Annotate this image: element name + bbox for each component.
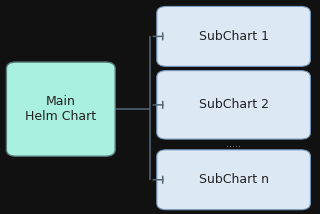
Text: .....: .....: [226, 140, 241, 149]
Text: SubChart 2: SubChart 2: [199, 98, 268, 111]
Text: Main
Helm Chart: Main Helm Chart: [25, 95, 96, 123]
FancyBboxPatch shape: [157, 71, 310, 139]
FancyBboxPatch shape: [157, 150, 310, 210]
Text: SubChart 1: SubChart 1: [199, 30, 268, 43]
Text: SubChart n: SubChart n: [199, 173, 268, 186]
FancyBboxPatch shape: [6, 62, 115, 156]
FancyBboxPatch shape: [157, 6, 310, 66]
